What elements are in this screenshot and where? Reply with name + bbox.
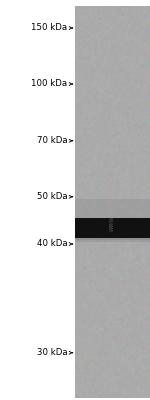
Text: www.PTGLAB.COM: www.PTGLAB.COM	[109, 169, 115, 231]
Text: 50 kDa: 50 kDa	[37, 192, 68, 201]
Text: 40 kDa: 40 kDa	[37, 240, 68, 248]
Text: 30 kDa: 30 kDa	[37, 348, 68, 357]
Bar	[75, 240, 150, 242]
Text: 150 kDa: 150 kDa	[31, 24, 68, 32]
Text: 100 kDa: 100 kDa	[31, 80, 68, 88]
Bar	[75, 218, 150, 238]
Bar	[75, 199, 150, 221]
Text: 70 kDa: 70 kDa	[37, 136, 68, 145]
Bar	[75, 238, 150, 240]
